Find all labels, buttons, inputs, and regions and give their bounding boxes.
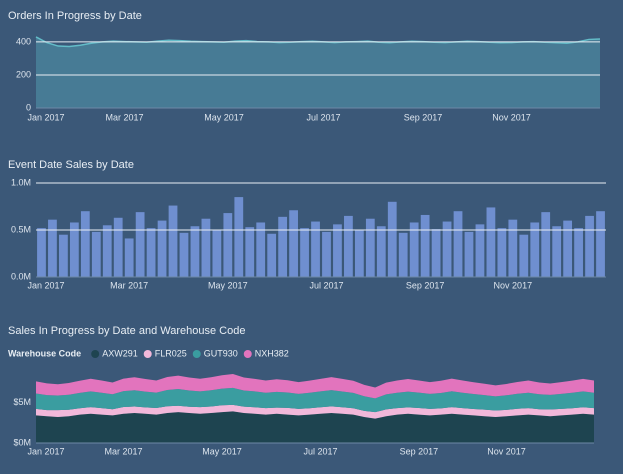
bar <box>596 211 605 277</box>
bar <box>124 238 134 277</box>
legend-label: GUT930 <box>204 348 238 358</box>
chart-title: Sales In Progress by Date and Warehouse … <box>8 325 245 337</box>
bar <box>69 222 79 277</box>
y-tick-label: 0 <box>26 102 31 112</box>
bar <box>59 234 68 277</box>
bar <box>398 232 408 277</box>
bar <box>365 218 375 277</box>
bar <box>354 230 364 277</box>
bar <box>113 217 123 277</box>
bar <box>442 221 452 277</box>
bar <box>574 228 583 277</box>
bar <box>256 222 266 277</box>
x-tick-label: Jul 2017 <box>309 280 343 290</box>
bar <box>519 234 529 277</box>
legend-label: NXH382 <box>255 348 289 358</box>
bar <box>387 201 397 277</box>
area-fill <box>36 36 600 108</box>
y-tick-label: 200 <box>16 69 31 79</box>
bar <box>267 233 277 277</box>
bar <box>409 222 419 277</box>
x-tick-label: Jul 2017 <box>303 446 337 456</box>
x-tick-label: Jan 2017 <box>27 280 64 290</box>
bar <box>376 226 386 277</box>
legend-swatch <box>143 350 152 358</box>
bar <box>585 215 594 277</box>
x-tick-label: May 2017 <box>202 446 242 456</box>
bar <box>223 213 233 277</box>
bar <box>278 216 288 277</box>
stack-area <box>36 374 594 399</box>
bar <box>212 230 222 277</box>
stack-area <box>36 411 594 443</box>
bar <box>530 222 540 277</box>
bar <box>311 221 320 277</box>
x-tick-label: Jul 2017 <box>307 112 341 122</box>
y-tick-label: 1.0M <box>11 177 31 187</box>
legend-label: AXW291 <box>102 348 138 358</box>
bar <box>508 219 518 277</box>
bar <box>497 228 507 277</box>
bar <box>475 224 485 277</box>
bar <box>464 231 474 277</box>
x-tick-label: Nov 2017 <box>494 280 533 290</box>
legend-title: Warehouse Code <box>8 348 81 358</box>
bar <box>168 205 178 277</box>
bar <box>486 207 496 277</box>
x-tick-label: Jan 2017 <box>27 112 64 122</box>
y-tick-label: 0.5M <box>11 224 31 234</box>
bar <box>48 219 57 277</box>
bar <box>102 225 112 277</box>
bar <box>563 220 573 277</box>
bar <box>431 229 441 277</box>
x-tick-label: Mar 2017 <box>105 446 143 456</box>
bar <box>157 220 167 277</box>
x-tick-label: Nov 2017 <box>487 446 526 456</box>
bar <box>333 224 342 277</box>
bar <box>453 211 463 277</box>
bar <box>420 214 430 277</box>
bar <box>344 215 353 277</box>
bar <box>190 226 200 277</box>
legend-swatch <box>91 350 100 358</box>
bar <box>201 218 211 277</box>
x-tick-label: Sep 2017 <box>404 112 443 122</box>
y-tick-label: $5M <box>13 397 31 407</box>
bar <box>552 226 562 277</box>
x-tick-label: Jan 2017 <box>27 446 64 456</box>
x-tick-label: Sep 2017 <box>406 280 445 290</box>
stack-area <box>36 404 594 419</box>
x-tick-label: Mar 2017 <box>105 112 143 122</box>
bar <box>245 227 255 277</box>
legend-swatch <box>243 350 252 358</box>
bar <box>322 231 331 277</box>
legend-label: FLR025 <box>155 348 187 358</box>
y-tick-label: 400 <box>16 36 31 46</box>
chart-title: Event Date Sales by Date <box>8 159 134 171</box>
stack-area <box>36 387 594 413</box>
bar <box>135 212 145 277</box>
x-tick-label: Mar 2017 <box>110 280 148 290</box>
x-tick-label: May 2017 <box>208 280 248 290</box>
x-tick-label: Nov 2017 <box>492 112 531 122</box>
bar <box>289 210 298 277</box>
bar <box>91 231 101 277</box>
chart-title: Orders In Progress by Date <box>8 10 142 22</box>
bar <box>146 228 156 277</box>
bar <box>234 197 244 277</box>
x-tick-label: Sep 2017 <box>400 446 439 456</box>
bar <box>80 211 90 277</box>
bar <box>37 228 46 277</box>
x-tick-label: May 2017 <box>204 112 244 122</box>
y-tick-label: $0M <box>13 437 31 447</box>
bar <box>179 232 189 277</box>
bar <box>300 228 309 277</box>
y-tick-label: 0.0M <box>11 271 31 281</box>
bar <box>541 212 551 277</box>
legend-swatch <box>192 350 201 358</box>
